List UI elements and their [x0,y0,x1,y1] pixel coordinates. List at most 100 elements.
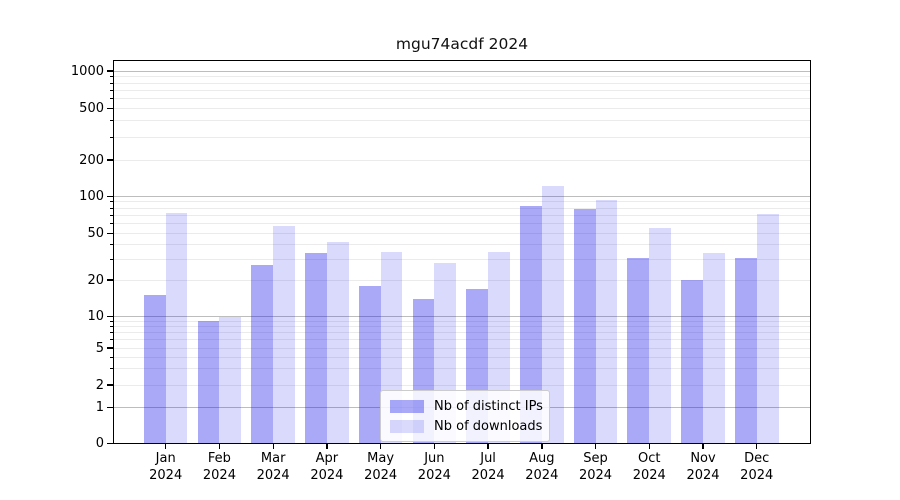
y-minor-tick-mark [110,89,113,91]
bar-downloads-dec [756,213,779,444]
y-tick-mark [107,195,113,197]
bar-ips-feb [197,321,220,444]
y-tick-mark [107,107,113,109]
y-gridline-minor [114,320,810,322]
x-tick-mark [756,443,758,449]
y-minor-tick-mark [110,258,113,260]
y-minor-tick-mark [110,339,113,341]
x-tick-year: 2024 [310,467,344,483]
y-gridline-minor [114,159,810,161]
y-minor-tick-mark [110,82,113,84]
y-tick-label: 2 [95,377,104,393]
x-tick-mark [165,443,167,449]
bar-ips-apr [305,253,327,444]
x-tick-mark [272,443,274,449]
y-minor-tick-mark [110,214,113,216]
x-tick-mark [648,443,650,449]
x-tick-mark [702,443,704,449]
x-tick-label: Jan 2024 [139,451,193,484]
y-gridline-minor [114,332,810,334]
x-tick-label: Dec 2024 [730,451,784,484]
y-gridline-minor [114,326,810,328]
x-tick-year: 2024 [740,467,774,483]
legend-label-distinct-ips: Nb of distinct IPs [434,398,543,414]
chart-title: mgu74acdf 2024 [395,35,529,53]
x-tick-mark [487,443,489,449]
x-tick-year: 2024 [256,467,290,483]
y-gridline-minor [114,356,810,358]
y-tick-label: 50 [87,226,104,241]
y-tick-mark [107,316,113,318]
y-gridline-minor [114,244,810,246]
y-tick-mark [107,279,113,281]
x-tick-mark [433,443,436,449]
legend-swatch-downloads [390,419,424,433]
y-tick-mark [107,159,113,161]
y-gridline-major [114,195,810,197]
y-gridline-minor [114,384,810,386]
x-tick-year: 2024 [525,467,559,483]
x-tick-month: Nov [690,451,716,466]
y-tick-mark [107,232,113,235]
x-tick-label: May 2024 [354,451,408,484]
y-gridline-minor [114,89,810,91]
x-tick-year: 2024 [632,467,666,483]
x-tick-year: 2024 [364,467,398,483]
y-minor-tick-mark [110,368,113,370]
x-tick-month: May [367,451,395,466]
x-tick-month: Sep [583,451,608,466]
x-tick-year: 2024 [471,467,505,483]
y-tick-label: 1 [95,400,104,416]
y-gridline-minor [114,97,810,99]
x-tick-mark [541,443,543,449]
bar-ips-may [358,285,381,444]
y-tick-label: 0 [95,436,104,451]
legend: Nb of distinct IPs Nb of downloads [380,390,550,442]
x-tick-year: 2024 [202,467,236,483]
y-tick-label: 5 [95,340,104,356]
y-minor-tick-mark [110,332,113,334]
bar-ips-oct [627,257,650,444]
y-tick-label: 1000 [70,63,104,79]
y-minor-tick-mark [110,97,113,99]
bar-downloads-mar [273,226,295,444]
y-gridline-minor [114,258,810,260]
bar-ips-mar [251,264,274,444]
bar-downloads-sep [595,200,618,444]
y-tick-mark [107,407,113,409]
legend-item-downloads: Nb of downloads [390,416,542,436]
x-tick-label: Sep 2024 [569,451,623,484]
x-tick-year: 2024 [686,467,720,483]
y-gridline-major [114,70,810,72]
y-minor-tick-mark [110,244,113,246]
x-tick-label: Oct 2024 [622,451,676,484]
y-tick-mark [107,70,113,72]
x-tick-year: 2024 [578,467,613,483]
bar-downloads-feb [219,316,242,444]
bar-downloads-aug [541,185,564,444]
bar-ips-dec [734,257,757,444]
plot-area [113,60,811,444]
x-tick-label: Aug 2024 [515,451,569,484]
y-minor-tick-mark [110,120,113,122]
x-tick-label: Jun 2024 [407,451,461,484]
y-gridline-minor [114,214,810,216]
x-tick-label: Mar 2024 [246,451,300,484]
y-minor-tick-mark [110,136,113,138]
x-tick-month: Mar [260,451,286,466]
y-minor-tick-mark [110,223,113,225]
y-gridline-minor [114,207,810,209]
x-tick-mark [380,443,382,449]
y-minor-tick-mark [110,207,113,209]
x-tick-month: Jul [480,451,496,466]
y-tick-mark [107,384,113,386]
y-gridline-minor [114,82,810,84]
y-gridline-minor [114,201,810,203]
y-minor-tick-mark [110,76,113,78]
bar-ips-nov [681,280,703,444]
y-gridline-minor [114,279,810,281]
y-tick-label: 500 [79,100,104,116]
legend-item-distinct-ips: Nb of distinct IPs [390,396,543,416]
bar-downloads-jan [165,213,188,444]
y-gridline-minor [114,368,810,370]
